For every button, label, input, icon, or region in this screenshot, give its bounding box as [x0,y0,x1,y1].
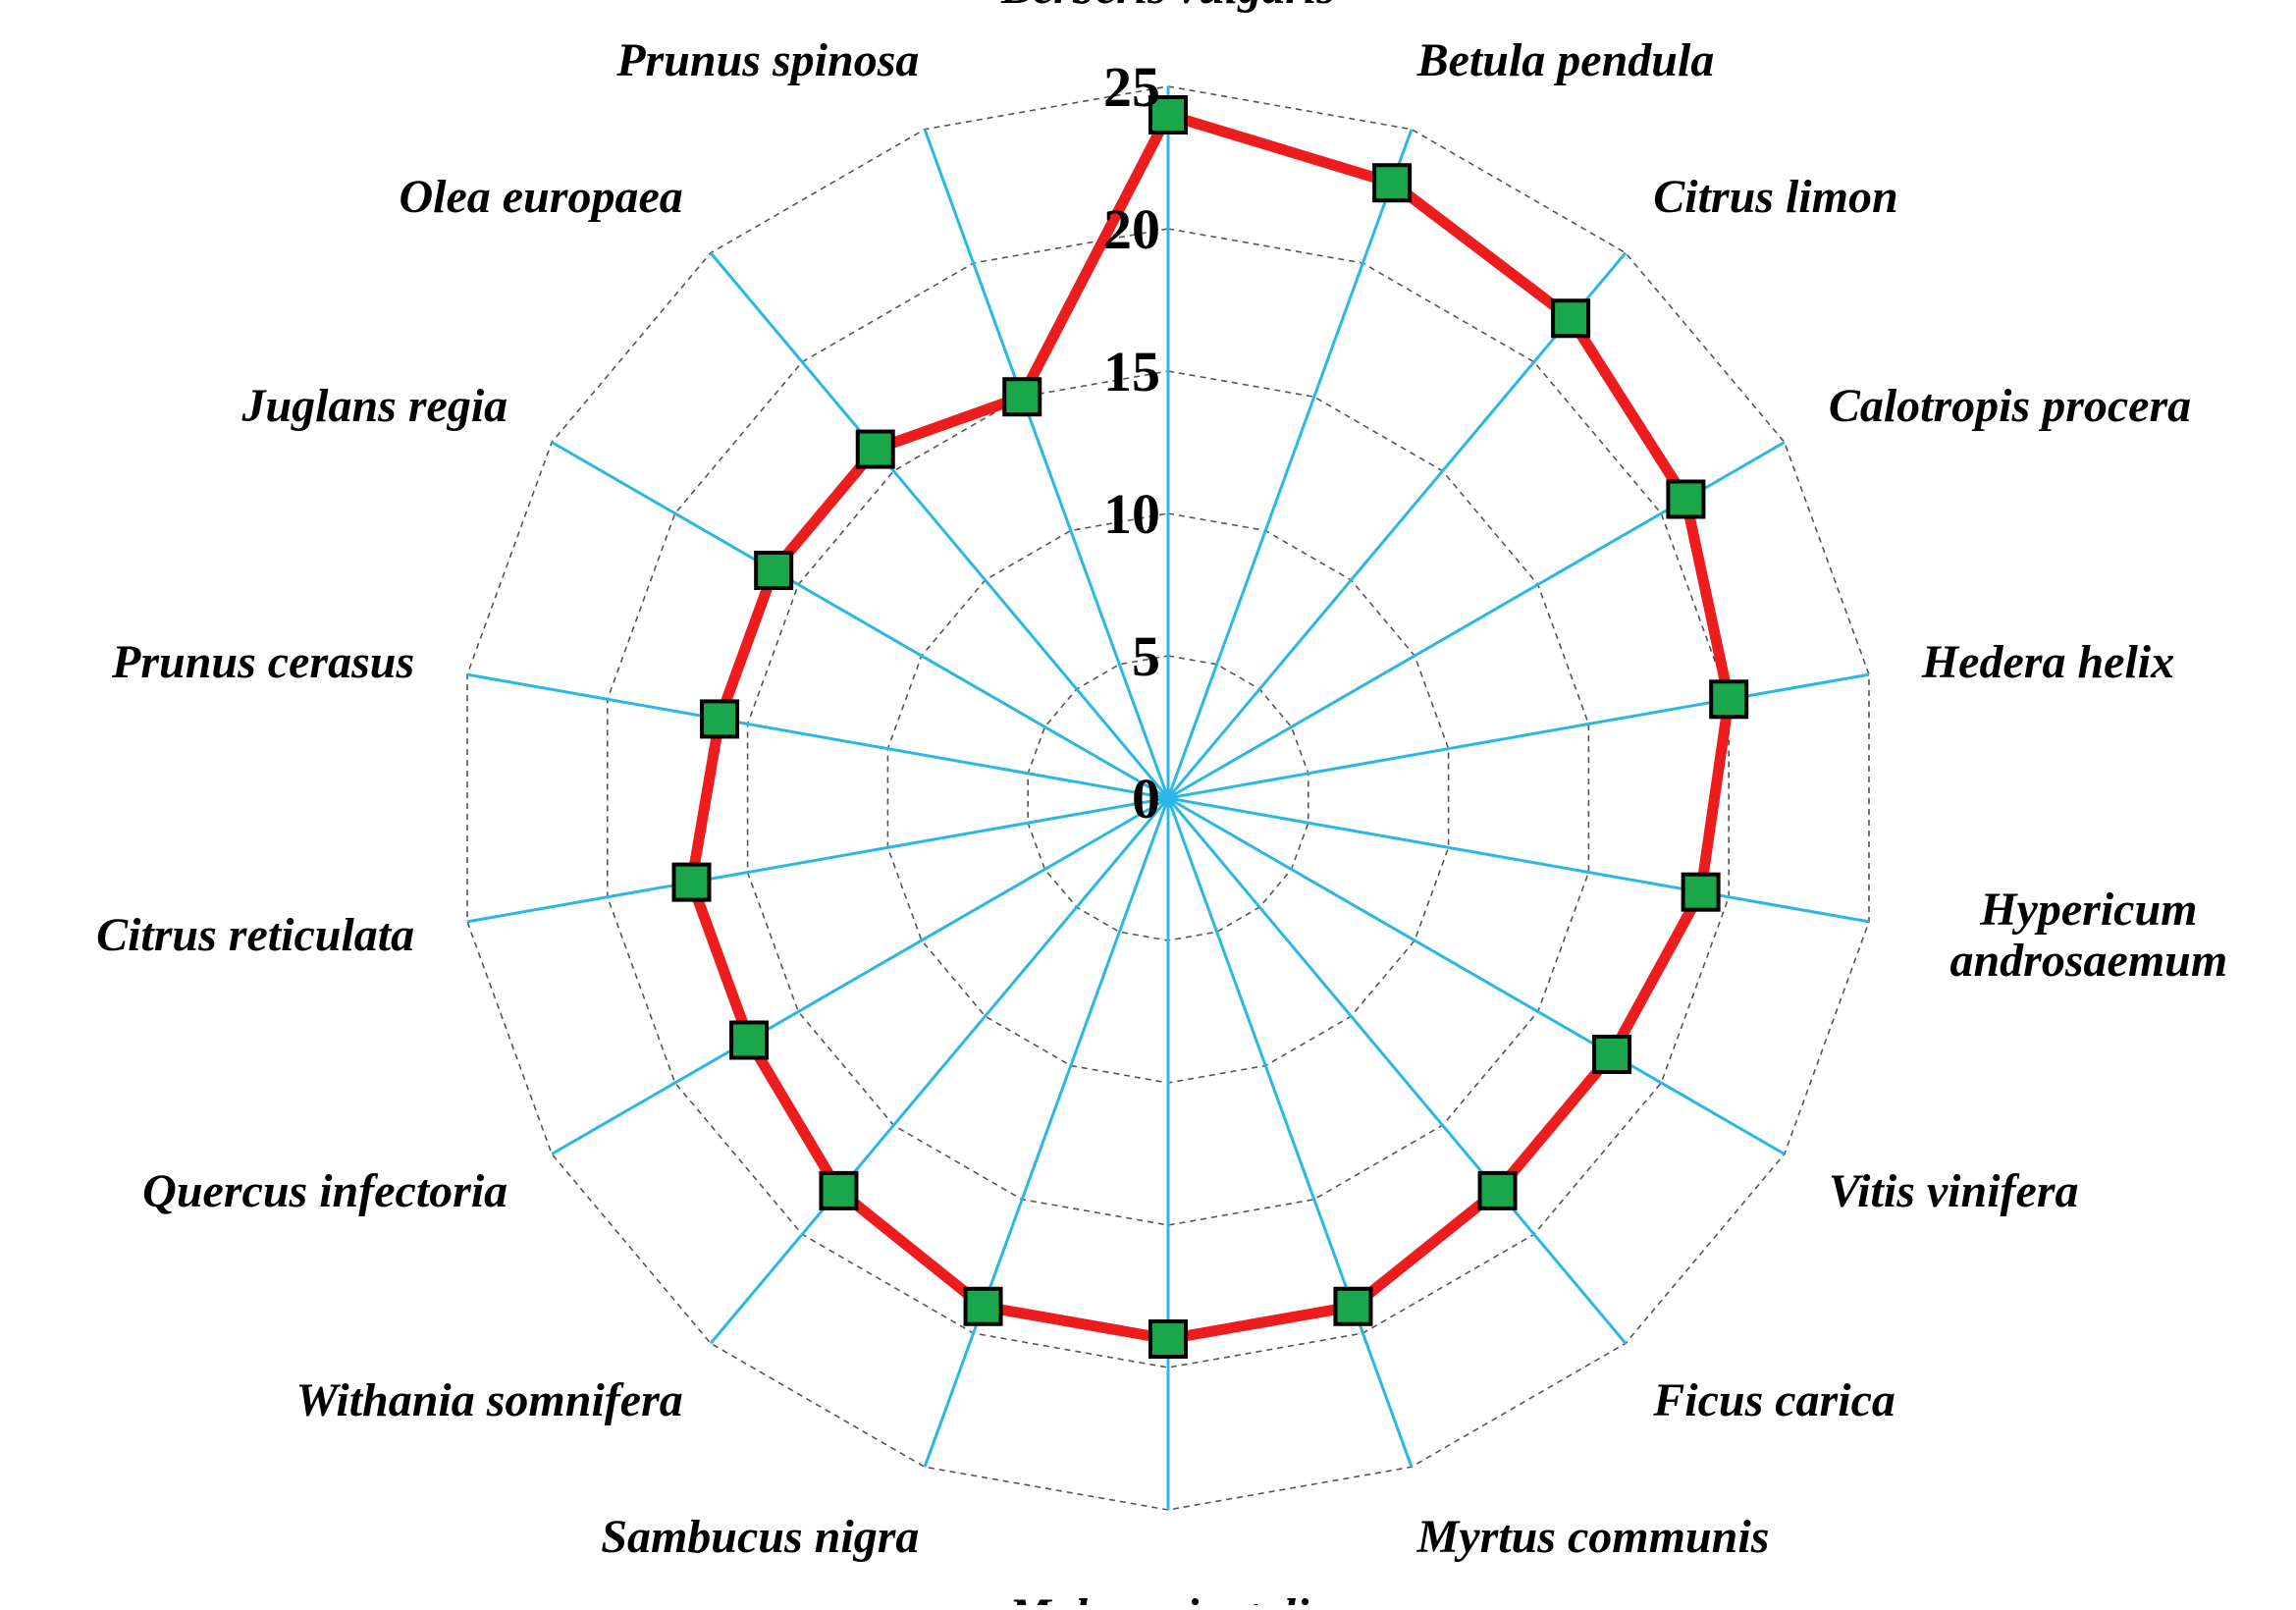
data-point-5 [1681,872,1721,912]
category-label-4: Hedera helix [1921,636,2174,688]
tick-layer: 0 5 10 15 20 25 [1103,55,1160,831]
series-layer [671,95,1749,1359]
spoke-5 [1167,796,1870,924]
data-point-17 [1002,377,1042,417]
spoke-2 [1166,251,1628,799]
data-point-10 [963,1286,1003,1326]
data-point-1 [1372,163,1413,203]
category-label-9: Malus orientalis [1008,1589,1327,1605]
spoke-12 [551,796,1169,1155]
category-label-5: Hypericum androsaemum [1949,884,2227,987]
category-label-6: Vitis vinifera [1829,1165,2079,1217]
r-tick-label-20: 20 [1103,197,1160,261]
spoke-layer [466,86,1870,1510]
data-point-7 [1477,1170,1518,1210]
category-label-13: Citrus reticulata [96,909,414,961]
category-label-11: Withania somnifera [295,1374,682,1426]
data-point-15 [754,551,794,590]
spoke-6 [1167,796,1786,1155]
spoke-7 [1166,797,1628,1345]
spoke-13 [466,796,1169,924]
category-label-layer: Berberis vulgaris Betula pendula Citrus li… [96,0,2227,1610]
data-point-16 [855,429,895,469]
data-point-12 [729,1020,770,1060]
category-label-0: Berberis vulgaris [1000,0,1335,14]
category-label-7: Ficus carica [1652,1374,1896,1426]
category-label-15: Juglans regia [240,380,507,432]
data-point-11 [819,1170,859,1210]
data-point-0 [1148,95,1188,134]
category-label-12: Quercus infectoria [142,1165,507,1217]
category-label-17: Prunus spinosa [615,34,919,86]
category-label-10: Sambucus nigra [601,1511,919,1563]
data-point-9 [1148,1319,1188,1359]
spoke-10 [923,797,1170,1468]
spoke-14 [466,672,1169,800]
r-tick-label-15: 15 [1103,340,1160,403]
data-point-2 [1551,298,1591,339]
spoke-4 [1167,672,1870,800]
r-tick-label-10: 10 [1103,482,1160,546]
category-label-8: Myrtus communis [1416,1511,1770,1563]
category-label-16: Olea europaea [399,171,682,223]
r-tick-label-0: 0 [1132,767,1160,831]
spoke-15 [551,441,1169,800]
spoke-8 [1166,797,1414,1468]
spoke-1 [1166,129,1414,799]
spoke-17 [923,129,1170,799]
r-tick-label-25: 25 [1103,55,1160,119]
category-label-2: Citrus limon [1653,171,1897,223]
category-label-1: Betula pendula [1416,34,1715,86]
data-point-8 [1333,1286,1373,1326]
category-label-14: Prunus cerasus [111,636,414,688]
data-point-14 [700,699,740,739]
data-point-3 [1666,479,1706,519]
data-point-4 [1709,679,1749,720]
spoke-16 [709,251,1170,799]
data-point-13 [671,862,712,902]
data-point-6 [1592,1035,1632,1074]
r-tick-label-5: 5 [1132,624,1160,688]
spoke-11 [709,797,1170,1345]
category-label-3: Calotropis procera [1829,380,2191,432]
